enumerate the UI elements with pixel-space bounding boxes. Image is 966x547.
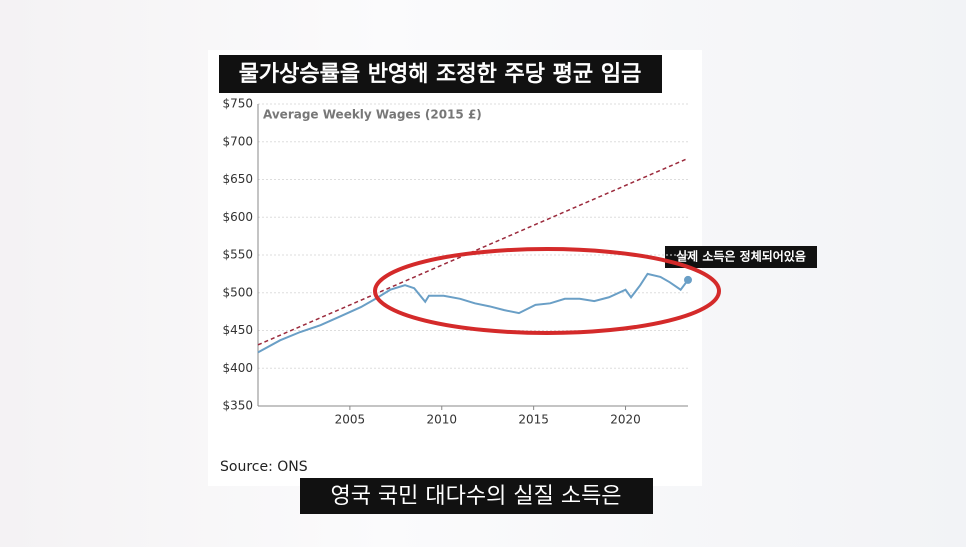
title: 물가상승률을 반영해 조정한 주당 평균 임금 bbox=[239, 62, 642, 87]
end-point bbox=[684, 275, 692, 284]
y-tick-label: $500 bbox=[222, 285, 253, 299]
y-tick-label: $400 bbox=[222, 361, 253, 375]
source: Source: ONS bbox=[220, 459, 308, 475]
y-tick-label: $650 bbox=[222, 172, 253, 186]
title-box bbox=[219, 55, 662, 93]
caption-box bbox=[300, 478, 653, 514]
y-tick-label: $350 bbox=[222, 399, 253, 413]
card bbox=[208, 50, 702, 486]
y-tick-label: $550 bbox=[222, 248, 253, 262]
x-tick-label: 2020 bbox=[610, 413, 641, 427]
annotation-box bbox=[665, 246, 817, 268]
highlight-ellipse bbox=[373, 247, 721, 335]
subtitle: Average Weekly Wages (2015 £) bbox=[263, 108, 482, 122]
x-tick-label: 2005 bbox=[335, 413, 366, 427]
caption: 영국 국민 대다수의 실질 소득은 bbox=[330, 484, 621, 509]
x-tick-label: 2015 bbox=[518, 413, 549, 427]
y-tick-label: $600 bbox=[222, 210, 253, 224]
x-tick-label: 2010 bbox=[426, 413, 457, 427]
annotation: 실제 소득은 정체되어있음 bbox=[676, 249, 806, 264]
y-tick-label: $750 bbox=[222, 97, 253, 111]
y-tick-label: $450 bbox=[222, 323, 253, 337]
line bbox=[257, 272, 689, 354]
y-tick-label: $700 bbox=[222, 134, 253, 148]
